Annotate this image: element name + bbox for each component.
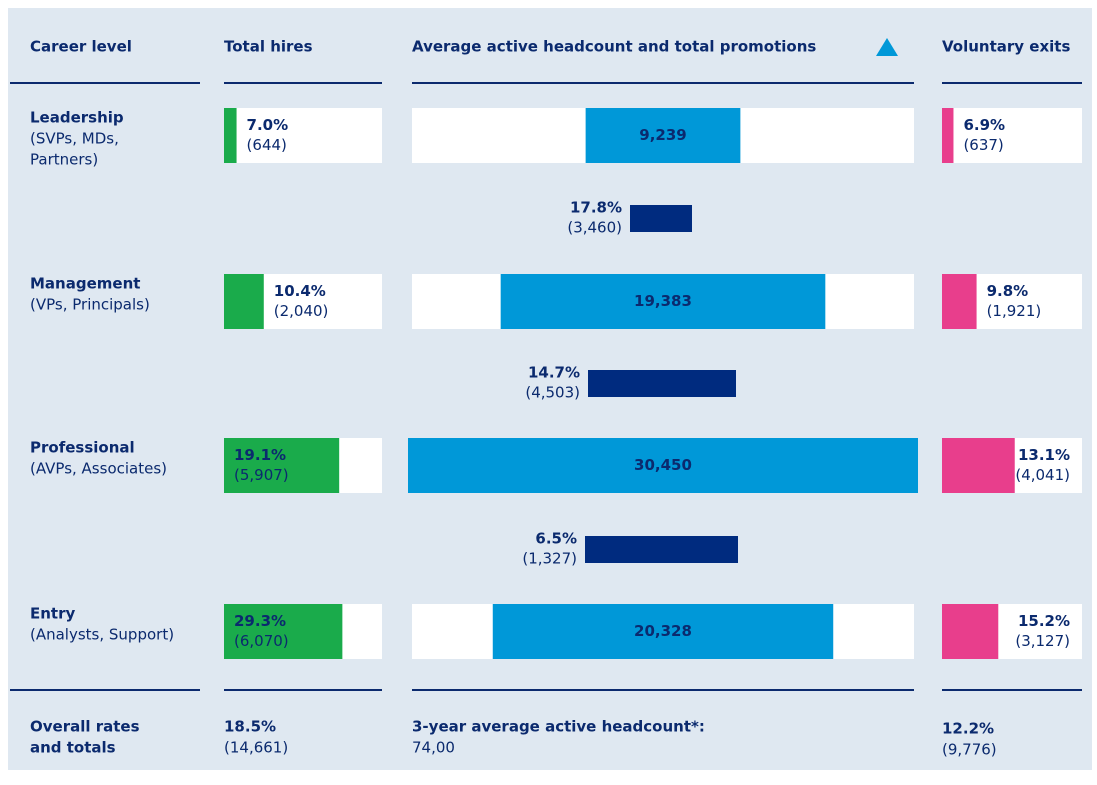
row-title: Management (30, 275, 140, 293)
totals-headcount-label: 3-year average active headcount*: (412, 718, 705, 736)
column-header: Total hires (224, 38, 313, 56)
headcount-bar (585, 108, 741, 163)
row-title: Leadership (30, 109, 124, 127)
row-subtitle: (Analysts, Support) (30, 626, 174, 644)
exits-pct: 6.9% (963, 116, 1005, 134)
headcount-label: 30,450 (634, 456, 692, 474)
headcount-label: 20,328 (634, 622, 692, 640)
promotion-pct: 6.5% (535, 530, 577, 548)
exits-bar (942, 438, 1015, 493)
headcount-bar (408, 438, 918, 493)
exits-count: (3,127) (1015, 632, 1070, 650)
headcount-bar (500, 274, 826, 329)
hires-count: (644) (247, 136, 287, 154)
totals-hires-pct: 18.5% (224, 718, 276, 736)
column-header: Career level (30, 38, 132, 56)
hires-bar (224, 108, 237, 163)
hires-box (224, 108, 382, 163)
totals-exits-count: (9,776) (942, 741, 997, 759)
headcount-label: 19,383 (634, 292, 692, 310)
hires-count: (2,040) (274, 302, 329, 320)
promotion-bar (630, 205, 692, 232)
promotion-pct: 14.7% (528, 364, 580, 382)
hires-count: (6,070) (234, 632, 289, 650)
column-header: Average active headcount and total promo… (412, 38, 816, 56)
hires-count: (5,907) (234, 466, 289, 484)
hires-pct: 7.0% (247, 116, 289, 134)
hires-bar (224, 604, 343, 659)
exits-pct: 13.1% (1018, 446, 1070, 464)
hires-bar (224, 274, 264, 329)
promotion-pct: 17.8% (570, 199, 622, 217)
totals-headcount-value: 74,00 (412, 739, 455, 757)
exits-bar (942, 274, 977, 329)
promotion-bar (588, 370, 736, 397)
column-header: Voluntary exits (942, 38, 1070, 56)
headcount-label: 9,239 (639, 126, 686, 144)
totals-hires-count: (14,661) (224, 739, 288, 757)
exits-count: (1,921) (987, 302, 1042, 320)
hires-pct: 10.4% (274, 282, 326, 300)
promotion-bar (585, 536, 738, 563)
exits-count: (637) (963, 136, 1003, 154)
promotion-count: (4,503) (525, 384, 580, 402)
exits-box (942, 108, 1082, 163)
exits-pct: 9.8% (987, 282, 1029, 300)
row-title: Entry (30, 605, 75, 623)
sort-triangle (876, 38, 898, 56)
row-title: Professional (30, 439, 135, 457)
exits-count: (4,041) (1015, 466, 1070, 484)
hires-pct: 29.3% (234, 612, 286, 630)
hires-pct: 19.1% (234, 446, 286, 464)
row-subtitle: (AVPs, Associates) (30, 460, 167, 478)
row-subtitle: (SVPs, MDs, (30, 130, 119, 148)
totals-exits-pct: 12.2% (942, 720, 994, 738)
exits-bar (942, 604, 999, 659)
exits-pct: 15.2% (1018, 612, 1070, 630)
hires-bar (224, 438, 340, 493)
exits-bar (942, 108, 954, 163)
row-subtitle: (VPs, Principals) (30, 296, 150, 314)
row-subtitle: Partners) (30, 151, 98, 169)
totals-title: and totals (30, 739, 116, 757)
promotion-count: (3,460) (567, 219, 622, 237)
totals-title: Overall rates (30, 718, 140, 736)
promotion-count: (1,327) (522, 550, 577, 568)
headcount-bar (492, 604, 834, 659)
